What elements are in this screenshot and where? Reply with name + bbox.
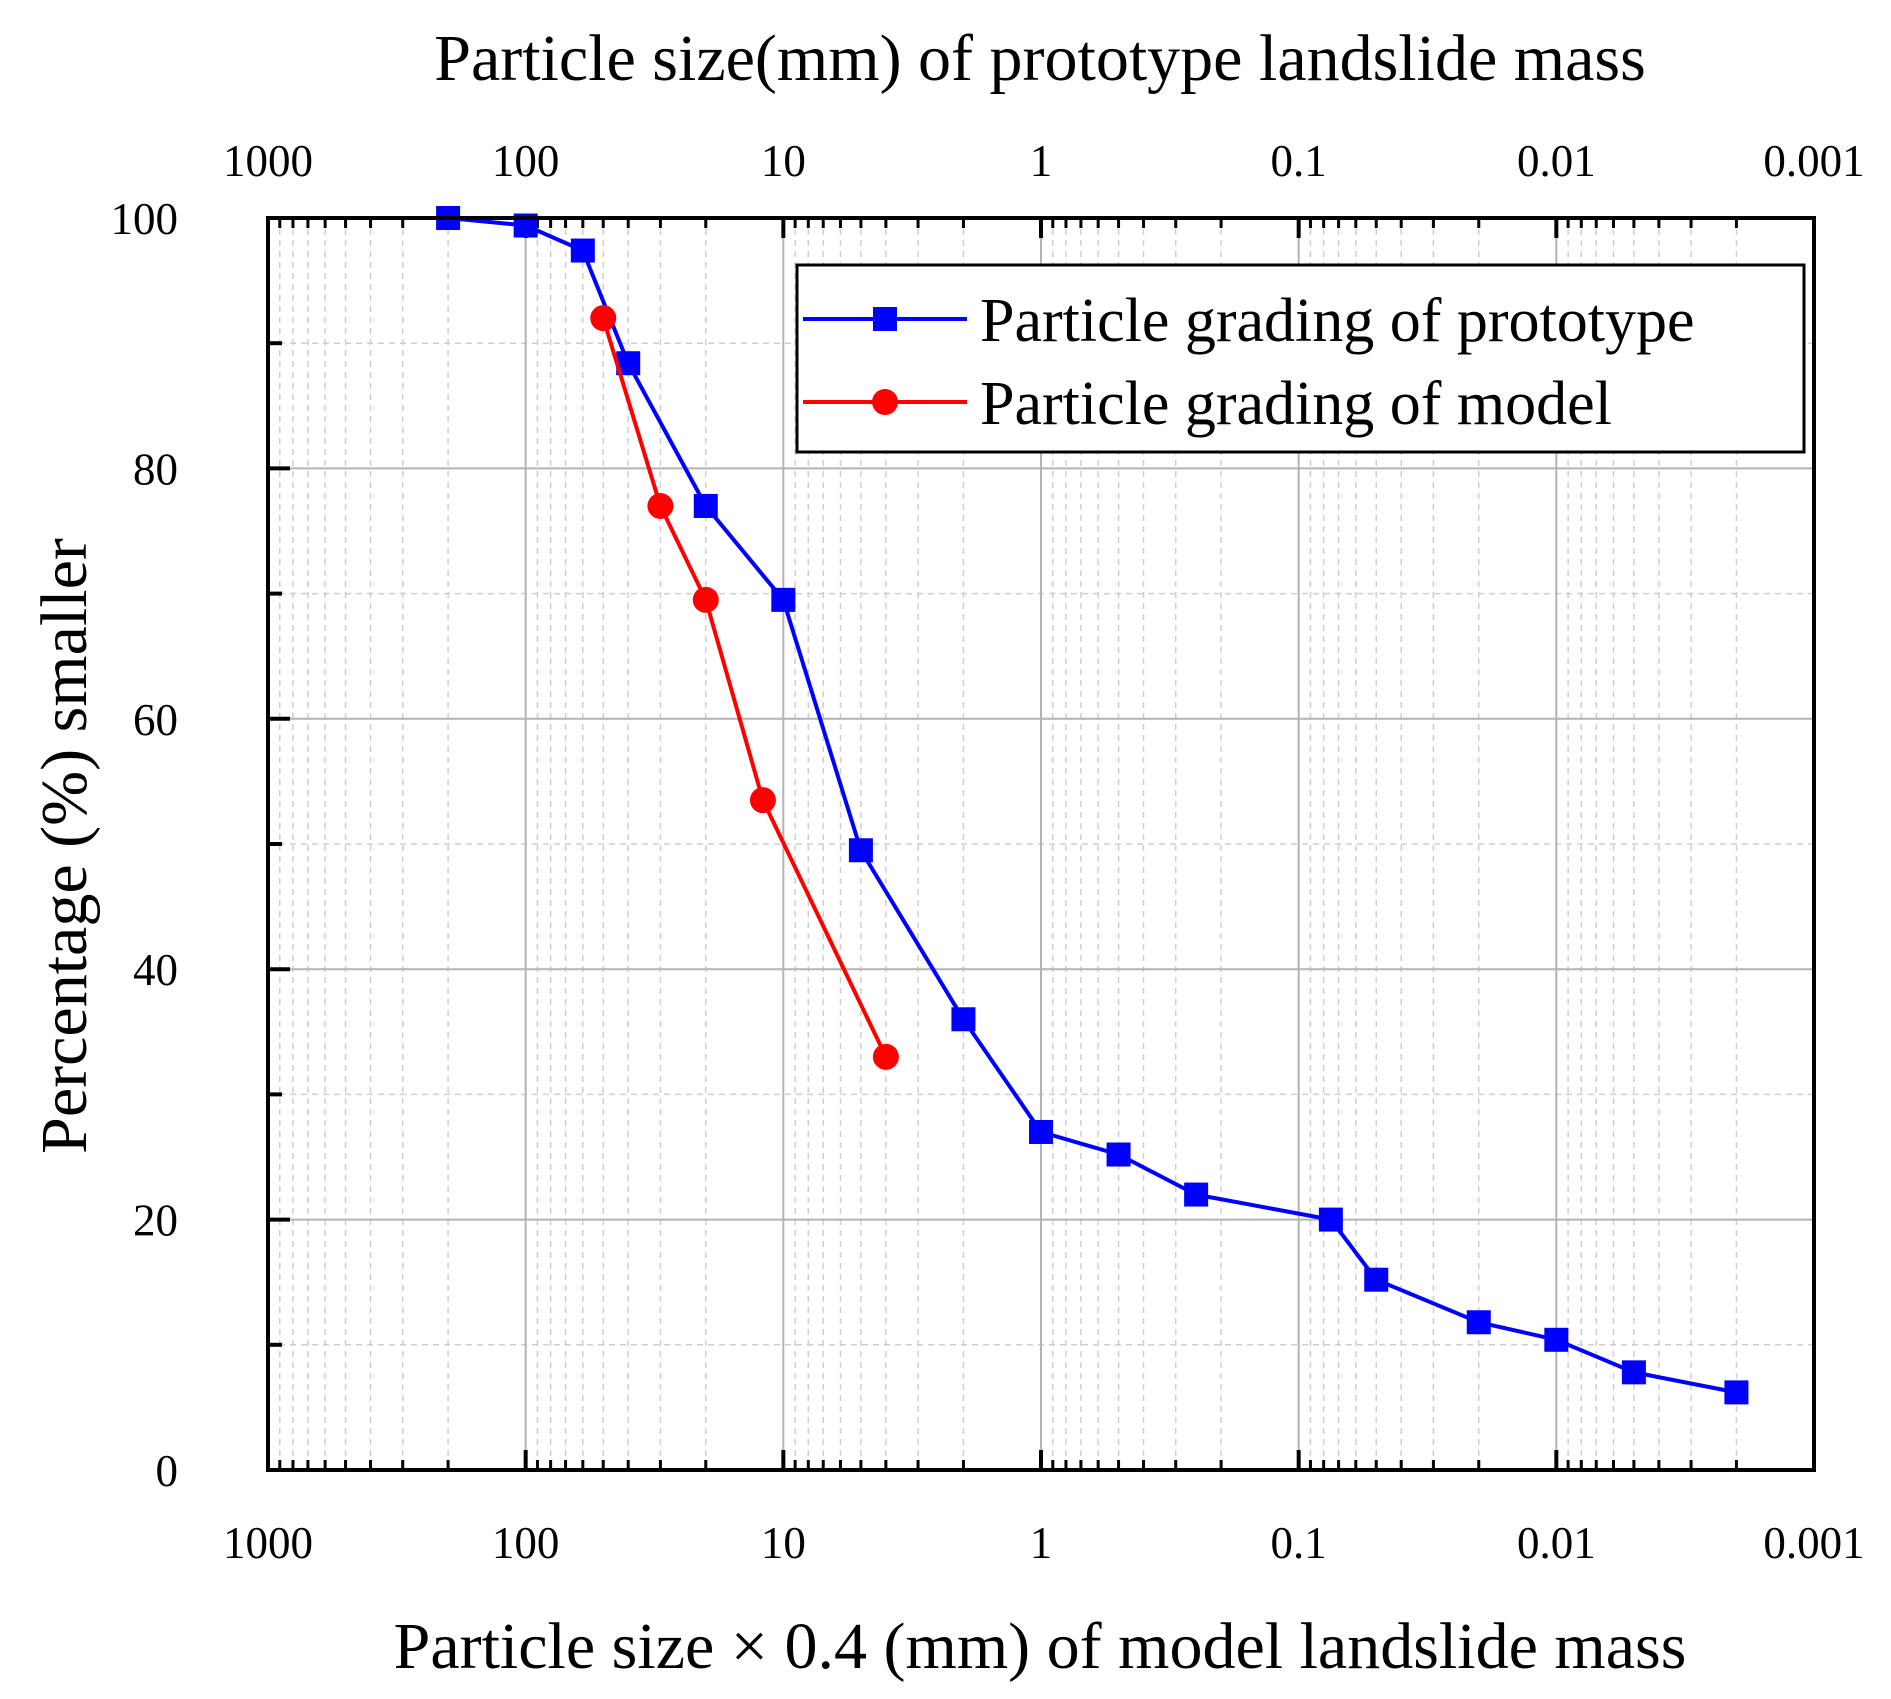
- data-point-prototype: [1364, 1267, 1389, 1292]
- x-tick-label-top: 0.001: [1763, 136, 1864, 186]
- y-tick-label: 60: [133, 695, 178, 745]
- x-tick-label-bottom: 0.01: [1517, 1518, 1596, 1568]
- data-point-prototype: [1621, 1360, 1646, 1385]
- y-tick-label: 40: [133, 945, 178, 995]
- y-tick-label: 20: [133, 1196, 178, 1246]
- y-axis-title: Percentage (%) smaller: [28, 538, 101, 1154]
- legend-marker-model: [872, 389, 898, 415]
- data-point-prototype: [1106, 1142, 1131, 1167]
- x-tick-label-bottom: 0.1: [1271, 1518, 1327, 1568]
- data-point-prototype: [570, 238, 595, 263]
- x-tick-label-bottom: 1: [1030, 1518, 1053, 1568]
- x-tick-label-top: 0.01: [1517, 136, 1596, 186]
- bottom-axis-title: Particle size × 0.4 (mm) of model landsl…: [394, 1610, 1687, 1683]
- data-point-model: [749, 787, 776, 814]
- data-point-model: [872, 1043, 899, 1070]
- top-axis-title: Particle size(mm) of prototype landslide…: [434, 22, 1646, 95]
- data-point-model: [692, 586, 719, 613]
- x-tick-label-top: 1000: [223, 136, 313, 186]
- data-point-prototype: [1466, 1310, 1491, 1335]
- y-tick-label: 80: [133, 444, 178, 494]
- legend-label-model: Particle grading of model: [980, 370, 1612, 438]
- x-tick-label-bottom: 10: [761, 1518, 806, 1568]
- legend-label-prototype: Particle grading of prototype: [980, 287, 1695, 355]
- x-tick-label-top: 10: [761, 136, 806, 186]
- legend-marker-prototype: [873, 307, 897, 331]
- data-point-prototype: [1318, 1207, 1343, 1232]
- y-tick-label: 0: [156, 1446, 179, 1496]
- data-point-prototype: [951, 1007, 976, 1032]
- y-tick-label: 100: [111, 194, 179, 244]
- tick-labels: 100010001001001010110.10.10.010.010.0010…: [111, 136, 1865, 1568]
- x-tick-label-bottom: 1000: [223, 1518, 313, 1568]
- data-point-prototype: [1544, 1327, 1569, 1352]
- data-point-model: [590, 305, 617, 332]
- x-tick-label-top: 100: [492, 136, 560, 186]
- x-tick-label-bottom: 100: [492, 1518, 560, 1568]
- x-tick-label-bottom: 0.001: [1763, 1518, 1864, 1568]
- x-tick-label-top: 1: [1030, 136, 1053, 186]
- plot-frame: [266, 216, 1816, 1472]
- data-point-prototype: [848, 838, 873, 863]
- legend-box: [795, 263, 1806, 454]
- data-point-prototype: [1184, 1182, 1209, 1207]
- data-point-prototype: [693, 493, 718, 518]
- data-point-prototype: [1029, 1119, 1053, 1144]
- data-point-prototype: [1724, 1380, 1749, 1405]
- data-point-prototype: [771, 587, 796, 612]
- data-point-model: [647, 492, 674, 519]
- x-tick-label-top: 0.1: [1271, 136, 1327, 186]
- legend: Particle grading of prototype Particle g…: [795, 263, 1806, 454]
